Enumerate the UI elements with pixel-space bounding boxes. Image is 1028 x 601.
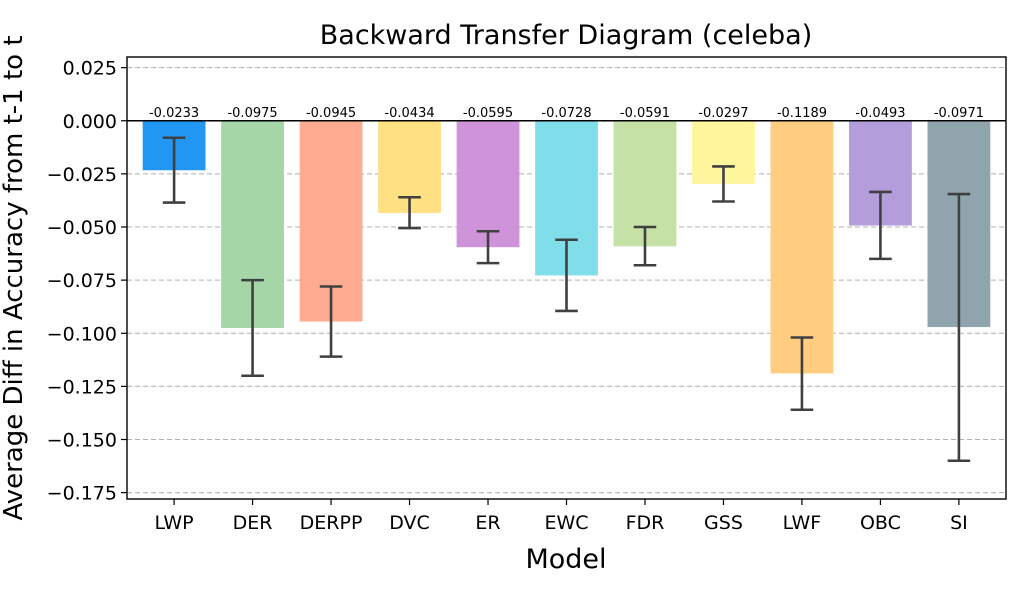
x-tick-label: DERPP xyxy=(300,512,363,534)
chart-title: Backward Transfer Diagram (celeba) xyxy=(320,20,813,51)
y-tick-label: −0.050 xyxy=(47,217,117,239)
y-tick-label: 0.025 xyxy=(63,58,117,80)
x-tick-label: SI xyxy=(950,512,968,534)
data-label: -0.0945 xyxy=(306,106,356,121)
x-tick-label: DER xyxy=(233,512,273,534)
x-axis-label: Model xyxy=(525,544,606,575)
x-tick-label: LWP xyxy=(155,512,194,534)
x-tick-label: LWF xyxy=(783,512,822,534)
y-tick-label: −0.025 xyxy=(47,164,117,186)
y-tick-label: −0.075 xyxy=(47,270,117,292)
bar xyxy=(770,120,834,374)
data-label: -0.0975 xyxy=(227,106,277,121)
y-tick-label: −0.175 xyxy=(47,483,117,505)
y-tick-label: −0.100 xyxy=(47,323,117,345)
y-tick-label: −0.125 xyxy=(47,376,117,398)
data-label: -0.0233 xyxy=(149,106,199,121)
x-tick-label: ER xyxy=(475,512,500,534)
data-label: -0.0434 xyxy=(384,106,434,121)
data-label: -0.0971 xyxy=(934,106,984,121)
data-label: -0.0493 xyxy=(855,106,905,121)
y-tick-label: 0.000 xyxy=(63,111,117,133)
y-axis-ticks: 0.025 0.000 −0.025 −0.050 −0.075 −0.100 −0.125… xyxy=(47,58,127,505)
x-tick-label: EWC xyxy=(544,512,588,534)
data-label: -0.0591 xyxy=(620,106,670,121)
data-label: -0.0728 xyxy=(541,106,591,121)
x-tick-label: FDR xyxy=(626,512,665,534)
bar xyxy=(613,120,677,247)
x-axis-ticks: LWP DER DERPP DVC ER EWC FDR GSS LWF OBC SI xyxy=(155,499,968,534)
bar xyxy=(456,120,520,248)
error-bars xyxy=(162,136,971,463)
x-tick-label: OBC xyxy=(860,512,901,534)
data-label: -0.1189 xyxy=(777,106,827,121)
data-labels: -0.0233 -0.0975 -0.0945 -0.0434 -0.0595 -0.07… xyxy=(149,106,984,121)
x-tick-label: DVC xyxy=(389,512,430,534)
data-label: -0.0595 xyxy=(463,106,513,121)
y-tick-label: −0.150 xyxy=(47,430,117,452)
y-axis-label: Average Diff in Accuracy from t-1 to t xyxy=(0,35,29,520)
x-tick-label: GSS xyxy=(704,512,743,534)
data-label: -0.0297 xyxy=(698,106,748,121)
